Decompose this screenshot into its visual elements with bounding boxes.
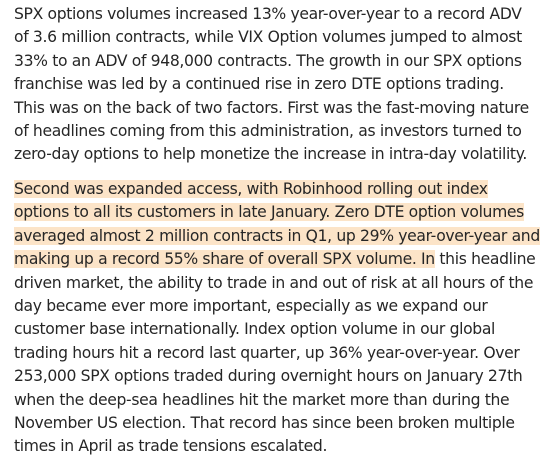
text-line: 33% to an ADV of 948,000 contracts. The … [14, 51, 522, 70]
highlighted-line: options to all its customers in late Jan… [14, 201, 554, 224]
text-line: 253,000 SPX options traded during overni… [14, 367, 523, 386]
text-line: of 3.6 million contracts, while VIX Opti… [14, 28, 522, 47]
paragraph-spx-volumes: SPX options volumes increased 13% year-o… [14, 3, 554, 167]
text-line: trading hours hit a record last quarter,… [14, 343, 520, 362]
highlighted-line: Second was expanded access, with Robinho… [14, 178, 554, 201]
text-line: when the deep-sea headlines hit the mark… [14, 390, 510, 409]
text-line: customer base internationally. Index opt… [14, 320, 496, 339]
text-line: SPX options volumes increased 13% year-o… [14, 5, 522, 23]
text-line: of headlines coming from this administra… [14, 122, 522, 141]
text-plain: this headline [434, 250, 536, 269]
text-highlight: Second was expanded access, with Robinho… [14, 180, 488, 198]
text-line: November US election. That record has si… [14, 414, 515, 433]
text-line: franchise was led by a continued rise in… [14, 75, 504, 94]
text-line: driven market, the ability to trade in a… [14, 273, 534, 292]
text-highlight: averaged almost 2 million contracts in Q… [14, 226, 540, 245]
text-line: This was on the back of two factors. Fir… [14, 98, 529, 117]
mixed-line: making up a record 55% share of overall … [14, 248, 554, 271]
text-line: zero-day options to help monetize the in… [14, 145, 527, 164]
highlighted-line: averaged almost 2 million contracts in Q… [14, 225, 554, 248]
paragraph-expanded-access: Second was expanded access, with Robinho… [14, 178, 554, 459]
text-line: day became ever more important, especial… [14, 297, 488, 316]
text-highlight: options to all its customers in late Jan… [14, 203, 524, 222]
text-line: times in April as trade tensions escalat… [14, 437, 328, 456]
text-highlight: making up a record 55% share of overall … [14, 250, 435, 269]
